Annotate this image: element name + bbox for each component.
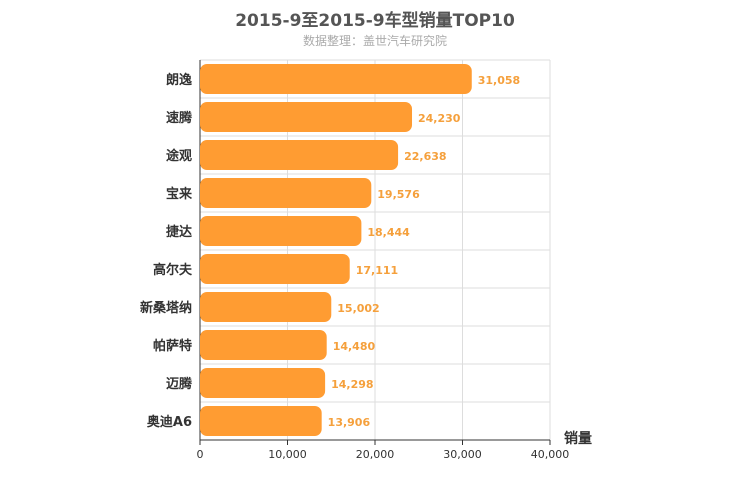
category-label: 速腾 — [166, 110, 193, 126]
category-label: 捷达 — [166, 224, 192, 240]
category-label: 宝来 — [166, 186, 193, 202]
labels: 0 10,000 20,000 30,000 40,000 朗逸 31,058 速腾 24,23… — [140, 72, 569, 461]
bar — [200, 330, 327, 360]
x-tick-label: 0 — [197, 448, 204, 461]
x-tick-label: 30,000 — [443, 448, 482, 461]
bar — [200, 292, 332, 322]
bar — [200, 406, 322, 436]
x-tick-label: 20,000 — [356, 448, 395, 461]
category-label: 途观 — [166, 148, 192, 164]
x-tick-label: 10,000 — [268, 448, 307, 461]
chart-title: 2015-9至2015-9车型销量TOP10 — [235, 11, 515, 31]
category-label: 高尔夫 — [153, 262, 193, 278]
category-label: 迈腾 — [166, 376, 193, 392]
category-label: 奥迪A6 — [147, 414, 192, 430]
data-label: 31,058 — [478, 74, 520, 87]
chart-subtitle: 数据整理：盖世汽车研究院 — [302, 34, 447, 48]
data-label: 19,576 — [377, 188, 420, 201]
category-label: 新桑塔纳 — [140, 300, 192, 316]
bar — [200, 64, 472, 94]
bar — [200, 216, 362, 246]
x-axis-title: 销量 — [564, 430, 592, 447]
data-label: 13,906 — [328, 416, 371, 429]
data-label: 14,480 — [333, 340, 376, 353]
data-label: 14,298 — [331, 378, 373, 391]
data-label: 15,002 — [337, 302, 379, 315]
bar — [200, 140, 399, 170]
bar — [200, 254, 350, 284]
bar — [200, 102, 413, 132]
category-label: 朗逸 — [166, 72, 192, 88]
category-label: 帕萨特 — [153, 338, 192, 354]
bars — [200, 64, 472, 436]
data-label: 18,444 — [367, 226, 410, 239]
x-tick-label: 40,000 — [531, 448, 570, 461]
bar — [200, 368, 326, 398]
bar — [200, 178, 372, 208]
data-label: 22,638 — [404, 150, 446, 163]
data-label: 24,230 — [418, 112, 461, 125]
data-label: 17,111 — [356, 264, 398, 277]
